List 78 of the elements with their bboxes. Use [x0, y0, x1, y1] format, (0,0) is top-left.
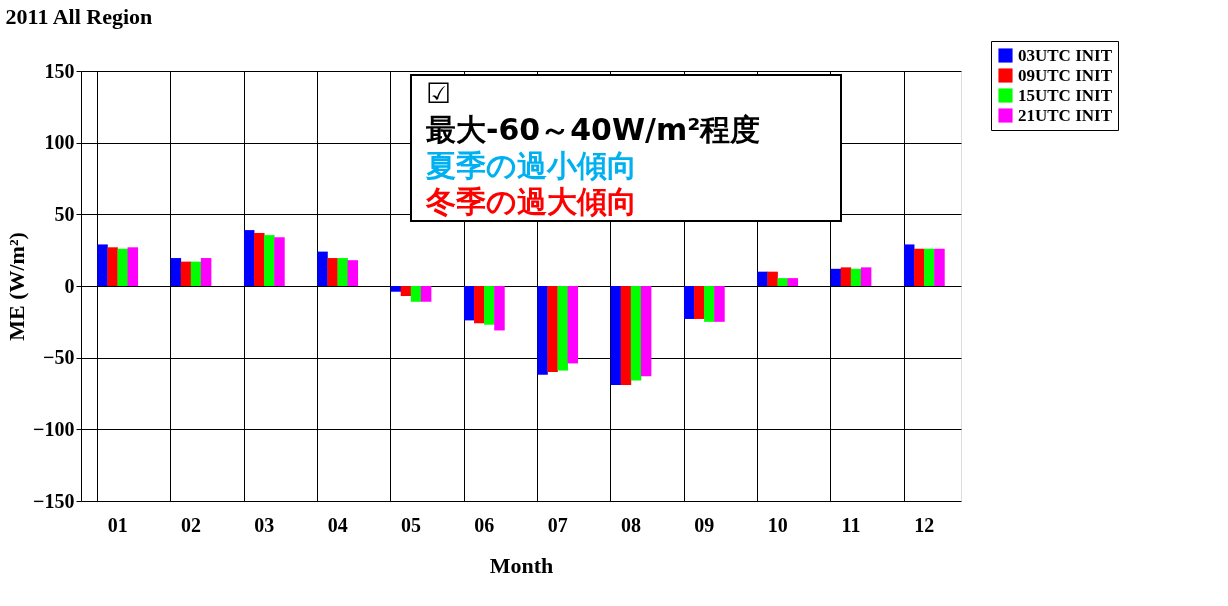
bar [317, 251, 328, 286]
bar [494, 286, 505, 331]
legend-label: 15UTC INIT [1018, 85, 1113, 105]
bar [567, 286, 579, 364]
bar [934, 248, 945, 286]
bar [117, 248, 128, 286]
bar [200, 258, 212, 286]
bar [787, 278, 799, 286]
bar [390, 286, 402, 292]
legend-label: 03UTC INIT [1018, 45, 1113, 65]
bar [694, 286, 705, 319]
bar [327, 258, 338, 286]
bar [777, 278, 788, 286]
bar [254, 232, 265, 286]
annotation: 最大-60～40W/m²程度 [426, 112, 761, 147]
y-tick-label: −50 [43, 346, 75, 369]
bar [107, 247, 118, 286]
annotation: 冬季の過大傾向 [425, 184, 637, 219]
bar [767, 271, 778, 286]
bar [704, 286, 715, 322]
bar [97, 244, 108, 286]
bar [243, 230, 255, 286]
x-tick-label: 05 [401, 513, 421, 536]
chart-title: 2011 All Region [5, 3, 153, 29]
legend-label: 21UTC INIT [1018, 105, 1113, 125]
bar [484, 286, 495, 325]
bar [557, 286, 568, 371]
bar [274, 237, 285, 286]
bar [914, 248, 925, 286]
bar [474, 286, 485, 324]
x-tick-label: 10 [767, 513, 788, 536]
bar [463, 286, 475, 321]
legend-label: 09UTC INIT [1018, 65, 1113, 85]
y-tick-label: 0 [64, 274, 75, 297]
bar [410, 286, 422, 302]
bar [264, 235, 275, 286]
x-tick-label: 01 [107, 513, 128, 536]
y-tick-label: −100 [33, 417, 75, 440]
x-tick-label: 07 [547, 513, 568, 536]
x-tick-label: 12 [914, 513, 935, 536]
x-tick-label: 09 [694, 513, 715, 536]
bar [620, 286, 632, 385]
x-tick-label: 08 [621, 513, 641, 536]
bar [347, 260, 359, 286]
annotation: 夏季の過小傾向 [425, 148, 637, 183]
bar [924, 248, 935, 286]
y-tick-label: 100 [44, 131, 75, 154]
y-tick-label: 150 [44, 59, 75, 82]
bar [640, 286, 652, 377]
bar [683, 286, 695, 319]
x-tick-label: 11 [841, 513, 861, 536]
bar [714, 286, 725, 322]
bar [860, 267, 872, 286]
x-tick-label: 03 [254, 513, 275, 536]
x-axis-title: Month [489, 552, 554, 578]
bar [757, 271, 768, 286]
x-tick-label: 02 [181, 513, 201, 536]
y-axis-title: ME (W/m²) [4, 232, 30, 341]
bar [630, 286, 642, 381]
bar [127, 247, 139, 286]
bar [903, 244, 915, 286]
x-tick-label: 04 [327, 513, 348, 536]
y-tick-label: −150 [33, 489, 75, 512]
bar [190, 261, 202, 286]
x-tick-label: 06 [474, 513, 495, 536]
bar [830, 268, 842, 286]
bar [180, 261, 192, 286]
bar [547, 286, 558, 372]
bar [610, 286, 622, 385]
bar [537, 286, 548, 375]
bar [170, 258, 182, 286]
bar [337, 258, 348, 286]
bar [850, 268, 862, 286]
annotation: ☑ [426, 77, 452, 110]
bar [400, 286, 412, 297]
bar [420, 286, 432, 302]
y-tick-label: 50 [54, 202, 75, 225]
bar [840, 267, 852, 286]
